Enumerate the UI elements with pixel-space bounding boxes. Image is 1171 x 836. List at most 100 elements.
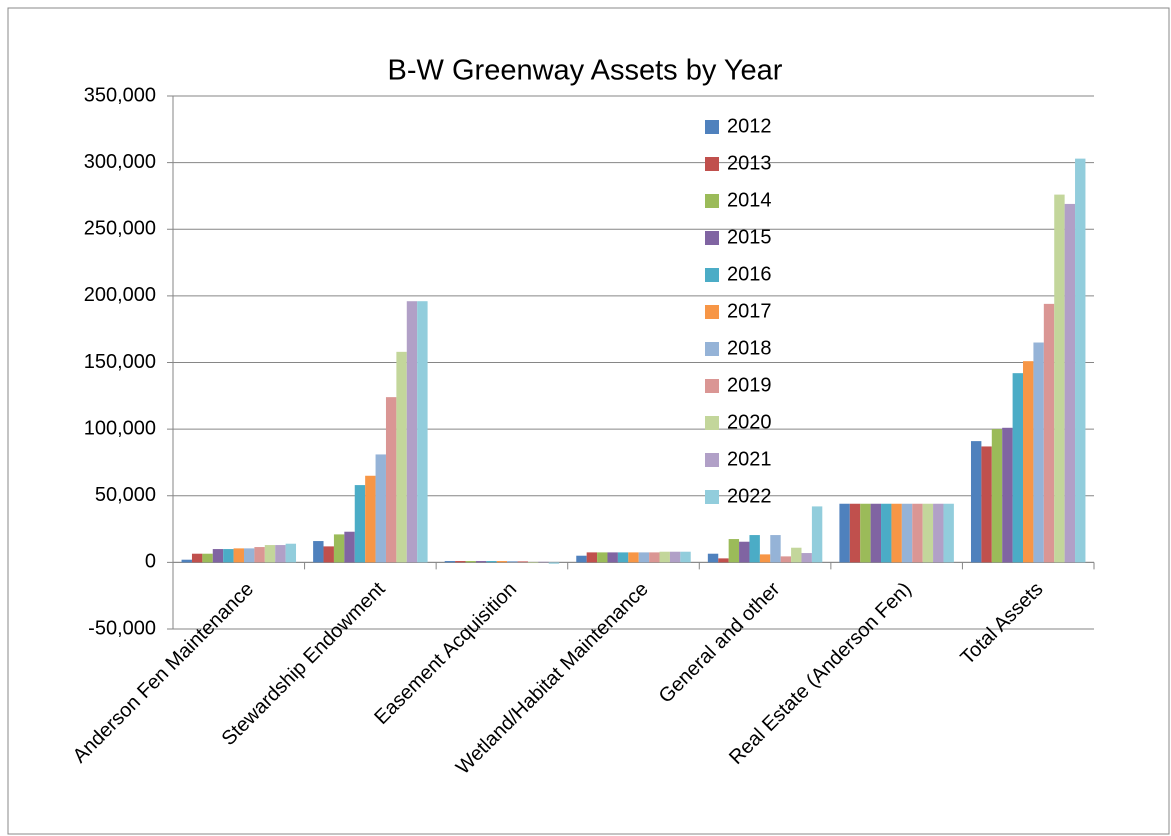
bar [607, 552, 618, 563]
y-tick-label: -50,000 [88, 617, 156, 639]
y-tick-label: 100,000 [84, 417, 156, 439]
bar [991, 429, 1003, 563]
bar [191, 553, 203, 563]
bar [659, 551, 670, 563]
bar [455, 561, 466, 563]
bar [385, 397, 397, 563]
bar [344, 531, 355, 563]
y-tick-label: 200,000 [84, 284, 156, 306]
bar [181, 559, 192, 563]
legend-swatch [705, 453, 719, 467]
legend-swatch [705, 416, 719, 430]
bar [922, 503, 934, 563]
bar [233, 548, 244, 563]
bar [728, 539, 740, 563]
legend-label: 2019 [727, 374, 772, 396]
bar [1075, 158, 1086, 563]
bar [981, 446, 992, 563]
bar [1033, 342, 1044, 563]
bar [1002, 427, 1013, 563]
legend-swatch [705, 342, 719, 356]
bar [770, 535, 781, 563]
legend-label: 2017 [727, 300, 772, 322]
bar [1043, 303, 1055, 563]
bar [365, 475, 376, 563]
legend-swatch [705, 268, 719, 282]
legend-swatch [705, 379, 719, 393]
chart-border [7, 7, 1170, 835]
bar [970, 441, 982, 563]
bar [254, 547, 265, 563]
bar [933, 503, 944, 563]
bar [891, 503, 902, 563]
bar [538, 561, 549, 563]
bar [649, 552, 660, 563]
bar [780, 556, 792, 563]
bar [638, 552, 650, 563]
bar [202, 553, 213, 563]
legend-label: 2012 [727, 115, 772, 137]
bar [718, 558, 729, 563]
legend-label: 2015 [727, 226, 772, 248]
bar [333, 534, 345, 563]
bar [586, 552, 598, 563]
bar [223, 549, 234, 563]
bar [791, 547, 802, 563]
y-tick-label: 350,000 [84, 84, 156, 106]
bar [444, 561, 456, 563]
legend-swatch [705, 157, 719, 171]
legend-label: 2021 [727, 448, 772, 470]
bar [1064, 203, 1076, 563]
bar [548, 562, 560, 564]
bar [323, 546, 334, 563]
bar [811, 506, 823, 563]
bar [749, 535, 760, 563]
bar [507, 561, 518, 563]
y-tick-label: 300,000 [84, 151, 156, 173]
bar [486, 561, 497, 563]
legend-swatch [705, 120, 719, 134]
bar [465, 561, 476, 563]
y-tick-label: 50,000 [95, 484, 156, 506]
bar [860, 503, 871, 563]
bar [759, 554, 771, 563]
legend-label: 2018 [727, 337, 772, 359]
bar [849, 503, 861, 563]
bar [669, 551, 681, 563]
legend-label: 2016 [727, 263, 772, 285]
bar [680, 551, 691, 563]
bar [1012, 373, 1024, 563]
bar [870, 503, 882, 563]
legend-swatch [705, 490, 719, 504]
legend-label: 2014 [727, 189, 772, 211]
bar [901, 503, 913, 563]
bar [354, 485, 366, 563]
bar [576, 555, 587, 563]
bar [275, 545, 286, 563]
bar [396, 351, 407, 563]
bar [264, 545, 276, 563]
legend-label: 2022 [727, 485, 772, 507]
y-tick-label: 0 [145, 551, 156, 573]
bar [707, 553, 719, 563]
legend-label: 2013 [727, 152, 772, 174]
bar [739, 541, 750, 563]
legend-swatch [705, 305, 719, 319]
bar [417, 301, 428, 563]
bar [496, 561, 508, 563]
bar [801, 553, 812, 563]
bar [1054, 194, 1065, 563]
bar [212, 549, 224, 563]
bar [527, 562, 539, 564]
bar [912, 503, 923, 563]
y-tick-label: 150,000 [84, 351, 156, 373]
bar [628, 552, 639, 563]
bar [517, 561, 528, 563]
bar [285, 543, 297, 563]
bar [243, 548, 255, 563]
bar [375, 454, 386, 563]
bar [839, 503, 850, 563]
chart-title: B-W Greenway Assets by Year [388, 55, 783, 87]
bar [1023, 361, 1034, 563]
